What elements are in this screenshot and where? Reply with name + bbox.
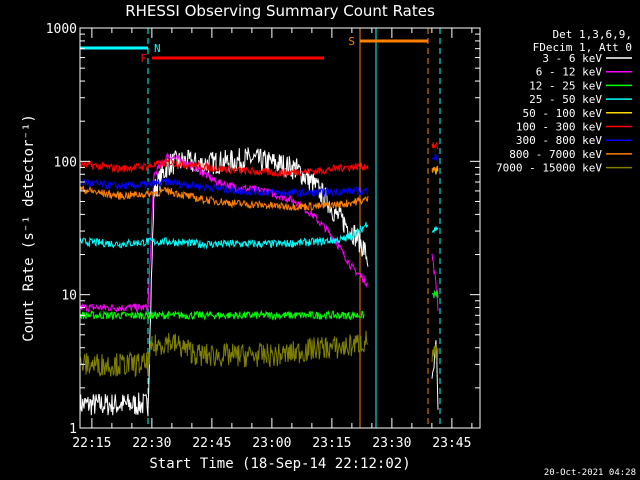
x-tick-label: 23:30 <box>372 436 411 451</box>
x-tick-label: 23:00 <box>252 436 291 451</box>
legend-entry: 25 - 50 keV <box>529 93 602 106</box>
legend-entry: 300 - 800 keV <box>516 134 602 147</box>
y-tick-label: 1000 <box>46 22 77 37</box>
legend-entry: 6 - 12 keV <box>536 66 603 79</box>
footer-date: 20-Oct-2021 04:28 <box>544 468 636 478</box>
x-tick-label: 23:45 <box>432 436 471 451</box>
flag-letter-s: S <box>348 35 355 48</box>
x-tick-label: 22:45 <box>192 436 231 451</box>
series-line-0 <box>79 147 439 417</box>
axes: 1 10 100 1000 22:15 22:30 22:45 23:00 23:15 23:30… <box>46 22 481 451</box>
x-tick-label: 22:15 <box>72 436 111 451</box>
x-tick-label: 22:30 <box>132 436 171 451</box>
series-line-7 <box>79 165 439 212</box>
legend-entry: 12 - 25 keV <box>529 79 602 92</box>
legend-entry: 800 - 7000 keV <box>509 148 602 161</box>
series-line-2 <box>79 289 439 321</box>
series-line-1 <box>79 152 439 314</box>
chart-title: RHESSI Observing Summary Count Rates <box>125 2 435 20</box>
flag-letter-f: F <box>140 52 147 65</box>
series-line-5 <box>79 141 439 179</box>
legend-entry: 100 - 300 keV <box>516 121 602 134</box>
legend-header: Det 1,3,6,9, <box>553 28 632 41</box>
legend-entry: 3 - 6 keV <box>542 52 602 65</box>
plot-frame <box>79 27 481 429</box>
x-axis-label: Start Time (18-Sep-14 22:12:02) <box>149 456 410 472</box>
y-axis-label: Count Rate (s⁻¹ detector⁻¹) <box>21 114 37 342</box>
legend-header: FDecim 1, Att 0 <box>533 41 632 54</box>
flag-letter-n: N <box>154 42 161 55</box>
series-line-6 <box>79 152 439 198</box>
y-tick-label: 100 <box>54 155 77 170</box>
y-tick-label: 10 <box>61 289 77 304</box>
plot-area: NF S <box>79 28 441 428</box>
series-line-8 <box>79 330 439 378</box>
legend-entry: 50 - 100 keV <box>523 107 603 120</box>
legend-entry: 7000 - 15000 keV <box>496 162 602 175</box>
series-line-3 <box>79 222 439 250</box>
x-tick-label: 23:15 <box>312 436 351 451</box>
y-tick-label: 1 <box>69 422 77 437</box>
